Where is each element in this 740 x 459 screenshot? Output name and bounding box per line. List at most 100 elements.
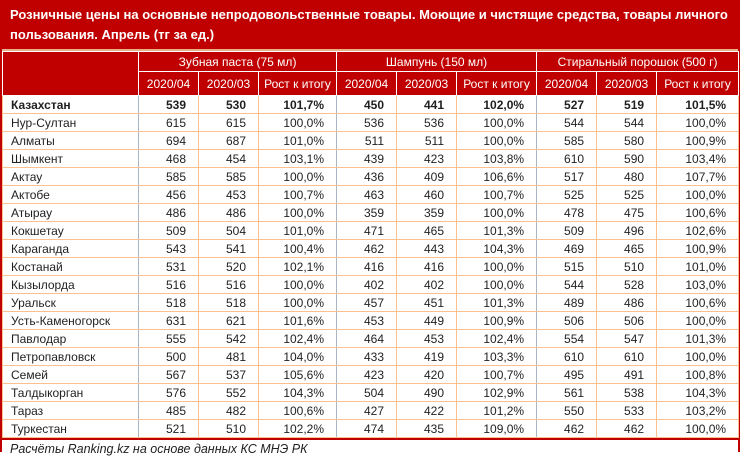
value-cell: 486 xyxy=(138,203,199,222)
table-row: Актау 585 585 100,0% 436 409 106,6% 517 480 107,7… xyxy=(2,167,740,186)
value-cell: 102,4% xyxy=(456,329,538,348)
value-cell: 439 xyxy=(336,149,398,168)
value-cell: 482 xyxy=(198,401,259,420)
value-cell: 517 xyxy=(536,167,598,186)
value-cell: 610 xyxy=(536,149,598,168)
value-cell: 103,2% xyxy=(656,401,740,420)
value-cell: 468 xyxy=(138,149,199,168)
value-cell: 561 xyxy=(536,383,598,402)
table-row: Нур-Султан 615 615 100,0% 536 536 100,0% 544 544… xyxy=(2,113,740,132)
value-cell: 449 xyxy=(396,311,458,330)
value-cell: 103,3% xyxy=(456,347,538,366)
value-cell: 520 xyxy=(198,257,259,276)
table-row: Петропавловск 500 481 104,0% 433 419 103,3% 610… xyxy=(2,347,740,366)
value-cell: 402 xyxy=(336,275,398,294)
value-cell: 615 xyxy=(138,113,199,132)
region-cell: Актау xyxy=(2,167,139,186)
value-cell: 585 xyxy=(138,167,199,186)
value-cell: 506 xyxy=(536,311,598,330)
value-cell: 463 xyxy=(336,185,398,204)
region-cell: Талдыкорган xyxy=(2,383,139,402)
table-row: Уральск 518 518 100,0% 457 451 101,3% 489 486 100… xyxy=(2,293,740,312)
value-cell: 100,0% xyxy=(656,113,740,132)
value-cell: 554 xyxy=(536,329,598,348)
value-cell: 610 xyxy=(536,347,598,366)
value-cell: 500 xyxy=(138,347,199,366)
value-cell: 490 xyxy=(396,383,458,402)
region-cell: Тараз xyxy=(2,401,139,420)
value-cell: 101,5% xyxy=(656,95,740,114)
value-cell: 359 xyxy=(336,203,398,222)
value-cell: 454 xyxy=(198,149,259,168)
value-cell: 107,7% xyxy=(656,167,740,186)
value-cell: 453 xyxy=(198,185,259,204)
value-cell: 103,0% xyxy=(656,275,740,294)
sub-column-header: Рост к итогу xyxy=(456,71,538,96)
value-cell: 101,7% xyxy=(257,95,338,114)
region-cell: Караганда xyxy=(2,239,139,258)
value-cell: 100,9% xyxy=(656,239,740,258)
value-cell: 480 xyxy=(596,167,658,186)
value-cell: 443 xyxy=(396,239,458,258)
value-cell: 542 xyxy=(198,329,259,348)
sub-header-row: 2020/04 2020/03 Рост к итогу 2020/04 2020/03… xyxy=(3,71,740,96)
value-cell: 103,4% xyxy=(656,149,740,168)
value-cell: 422 xyxy=(396,401,458,420)
value-cell: 100,6% xyxy=(656,203,740,222)
value-cell: 521 xyxy=(138,419,199,438)
value-cell: 100,0% xyxy=(257,113,338,132)
group-header-row: Зубная паста (75 мл) Шампунь (150 мл) Стир… xyxy=(2,51,740,96)
value-cell: 531 xyxy=(138,257,199,276)
region-cell: Актобе xyxy=(2,185,139,204)
value-cell: 525 xyxy=(596,185,658,204)
value-cell: 101,2% xyxy=(456,401,538,420)
region-cell: Павлодар xyxy=(2,329,139,348)
value-cell: 550 xyxy=(536,401,598,420)
value-cell: 419 xyxy=(396,347,458,366)
value-cell: 510 xyxy=(596,257,658,276)
value-cell: 423 xyxy=(396,149,458,168)
region-cell: Шымкент xyxy=(2,149,139,168)
value-cell: 441 xyxy=(396,95,458,114)
region-cell: Уральск xyxy=(2,293,139,312)
value-cell: 100,0% xyxy=(656,311,740,330)
value-cell: 100,7% xyxy=(456,365,538,384)
value-cell: 580 xyxy=(596,131,658,150)
value-cell: 100,0% xyxy=(456,131,538,150)
value-cell: 104,3% xyxy=(656,383,740,402)
value-cell: 465 xyxy=(396,221,458,240)
value-cell: 486 xyxy=(198,203,259,222)
value-cell: 427 xyxy=(336,401,398,420)
value-cell: 496 xyxy=(596,221,658,240)
value-cell: 100,0% xyxy=(456,203,538,222)
value-cell: 101,0% xyxy=(656,257,740,276)
value-cell: 687 xyxy=(198,131,259,150)
value-cell: 621 xyxy=(198,311,259,330)
region-cell: Туркестан xyxy=(2,419,139,438)
value-cell: 544 xyxy=(536,275,598,294)
sub-column-header: Рост к итогу xyxy=(656,71,740,96)
sub-column-header: 2020/03 xyxy=(198,71,259,96)
value-cell: 102,1% xyxy=(257,257,338,276)
value-cell: 420 xyxy=(396,365,458,384)
value-cell: 100,0% xyxy=(257,167,338,186)
value-cell: 464 xyxy=(336,329,398,348)
value-cell: 105,6% xyxy=(257,365,338,384)
value-cell: 515 xyxy=(536,257,598,276)
table-row: Талдыкорган 576 552 104,3% 504 490 102,9% 561 53… xyxy=(2,383,740,402)
value-cell: 450 xyxy=(336,95,398,114)
region-cell: Усть-Каменогорск xyxy=(2,311,139,330)
value-cell: 504 xyxy=(336,383,398,402)
region-cell: Алматы xyxy=(2,131,139,150)
value-cell: 694 xyxy=(138,131,199,150)
table-row: Усть-Каменогорск 631 621 101,6% 453 449 100,9%… xyxy=(2,311,740,330)
value-cell: 462 xyxy=(596,419,658,438)
value-cell: 547 xyxy=(596,329,658,348)
value-cell: 104,0% xyxy=(257,347,338,366)
value-cell: 101,3% xyxy=(456,293,538,312)
value-cell: 100,0% xyxy=(257,203,338,222)
table-row: Семей 567 537 105,6% 423 420 100,7% 495 491 100,8… xyxy=(2,365,740,384)
column-group-header: Стиральный порошок (500 г) xyxy=(536,51,740,72)
sub-column-header: Рост к итогу xyxy=(257,71,338,96)
value-cell: 533 xyxy=(596,401,658,420)
